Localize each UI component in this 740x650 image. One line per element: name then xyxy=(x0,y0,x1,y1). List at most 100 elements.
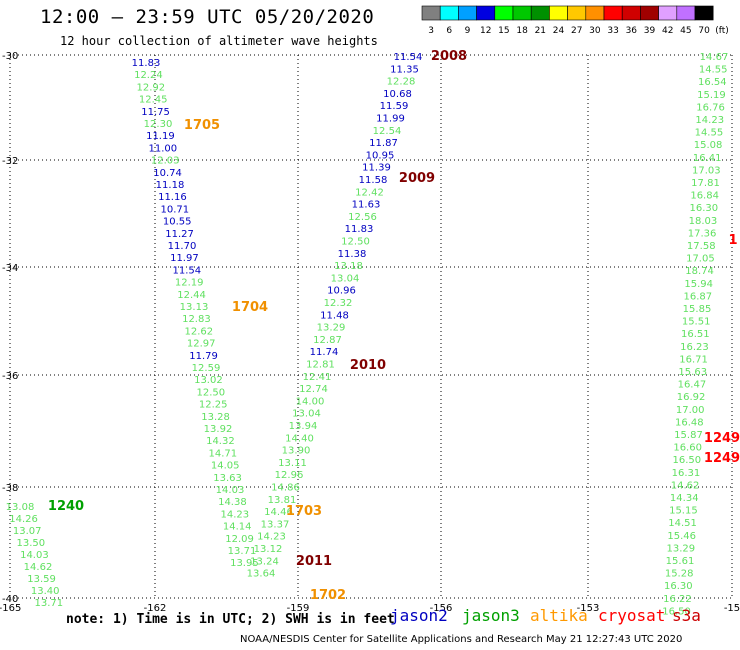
wave-height-value: 13.95 xyxy=(230,558,259,569)
time-label: 1 xyxy=(728,233,737,248)
wave-height-value: 14.03 xyxy=(216,485,245,496)
scale-label: 9 xyxy=(465,26,471,36)
wave-height-value: 16.76 xyxy=(696,102,725,113)
wave-height-value: 11.38 xyxy=(338,249,367,260)
lat-tick-label: -34 xyxy=(2,263,18,274)
color-scale: 3 6 9 12 15 18 21 24 27 30 33 36 39 42 45 70 (ft) xyxy=(421,5,729,36)
wave-height-value: 14.23 xyxy=(220,509,249,520)
wave-height-value: 13.28 xyxy=(201,412,230,423)
scale-label: 30 xyxy=(589,26,601,36)
scale-swatch xyxy=(658,5,678,21)
legend-jason3: jason3 xyxy=(462,606,520,625)
wave-height-value: 11.75 xyxy=(141,107,170,118)
wave-height-value: 14.14 xyxy=(223,522,252,533)
wave-height-value: 12.54 xyxy=(373,126,402,137)
wave-height-value: 12.24 xyxy=(134,70,163,81)
legend-cryosat: cryosat xyxy=(598,606,666,625)
time-label: 1704 xyxy=(232,300,268,315)
lat-tick-label: -36 xyxy=(2,371,18,382)
wave-height-value: 13.40 xyxy=(31,586,60,597)
wave-height-value: 13.18 xyxy=(334,261,363,272)
wave-height-value: 10.55 xyxy=(163,217,192,228)
wave-height-value: 15.28 xyxy=(665,569,694,580)
wave-height-value: 13.29 xyxy=(667,543,696,554)
wave-height-value: 16.48 xyxy=(675,417,704,428)
wave-height-value: 12.92 xyxy=(136,82,165,93)
wave-height-value: 16.50 xyxy=(662,606,691,617)
wave-height-value: 13.02 xyxy=(194,375,223,386)
lat-tick-label: -40 xyxy=(2,594,18,605)
wave-height-value: 16.54 xyxy=(698,77,727,88)
scale-swatch xyxy=(676,5,696,21)
scale-swatch xyxy=(494,5,514,21)
scale-label: 6 xyxy=(446,26,452,36)
scale-label: 42 xyxy=(662,26,673,36)
wave-height-value: 11.59 xyxy=(380,101,409,112)
wave-height-value: 16.87 xyxy=(684,291,713,302)
scale-swatch xyxy=(530,5,550,21)
wave-height-value: 11.99 xyxy=(376,114,405,125)
wave-height-value: 11.18 xyxy=(156,180,185,191)
wave-height-value: 14.40 xyxy=(285,433,314,444)
wave-height-value: 13.71 xyxy=(228,546,257,557)
scale-swatch xyxy=(621,5,641,21)
wave-height-value: 14.46 xyxy=(264,507,293,518)
wave-height-value: 14.62 xyxy=(24,562,53,573)
wave-height-value: 13.08 xyxy=(6,502,35,513)
wave-height-value: 16.60 xyxy=(673,443,702,454)
wave-height-value: 13.50 xyxy=(16,538,45,549)
time-label: 1249 xyxy=(704,451,740,466)
wave-height-value: 15.63 xyxy=(678,367,707,378)
wave-height-value: 17.00 xyxy=(676,405,705,416)
scale-label: 33 xyxy=(607,26,618,36)
wave-height-value: 14.23 xyxy=(695,115,724,126)
note-text: note: 1) Time is in UTC; 2) SWH is in fe… xyxy=(66,612,395,627)
legend-jason2: jason2 xyxy=(390,606,448,625)
time-label: 2011 xyxy=(296,554,332,569)
time-label: 1249 xyxy=(704,431,740,446)
wave-height-value: 12.59 xyxy=(192,363,221,374)
wave-height-value: 15.85 xyxy=(683,304,712,315)
scale-label: 45 xyxy=(680,26,691,36)
wave-height-value: 16.84 xyxy=(690,191,719,202)
lon-tick-label: -153 xyxy=(577,603,600,614)
lat-tick-label: -32 xyxy=(2,156,18,167)
wave-height-value: 11.54 xyxy=(172,265,201,276)
wave-height-value: 11.35 xyxy=(390,64,419,75)
wave-height-value: 12.42 xyxy=(355,187,384,198)
wave-height-value: 11.27 xyxy=(165,229,194,240)
wave-height-value: 11.87 xyxy=(369,138,398,149)
wave-height-value: 14.86 xyxy=(271,483,300,494)
wave-height-value: 12.19 xyxy=(175,278,204,289)
wave-height-value: 16.31 xyxy=(672,468,701,479)
wave-height-value: 11.16 xyxy=(158,192,187,203)
lon-tick-label: -165 xyxy=(0,603,21,614)
wave-height-value: 13.59 xyxy=(27,574,56,585)
axis-labels: -165 -162 -159 -156 -153 -15 -30 -32 -34 -36 -38 -4… xyxy=(0,51,740,614)
scale-label: 24 xyxy=(553,26,565,36)
page-title: 12:00 – 23:59 UTC 05/20/2020 xyxy=(40,6,375,28)
wave-height-value: 16.30 xyxy=(689,203,718,214)
wave-height-value: 13.12 xyxy=(254,544,283,555)
lat-tick-label: -38 xyxy=(2,483,18,494)
wave-height-value: 13.92 xyxy=(204,424,233,435)
time-label: 2010 xyxy=(350,358,386,373)
wave-height-value: 14.55 xyxy=(699,65,728,76)
wave-height-value: 15.15 xyxy=(669,506,698,517)
wave-height-value: 14.55 xyxy=(695,128,724,139)
wave-height-value: 12.97 xyxy=(187,339,216,350)
wave-height-value: 13.11 xyxy=(278,458,307,469)
time-label: 2008 xyxy=(431,49,467,64)
wave-height-value: 17.03 xyxy=(692,165,721,176)
wave-height-value: 10.74 xyxy=(153,168,182,179)
wave-height-value: 11.74 xyxy=(310,347,339,358)
wave-height-value: 12.32 xyxy=(324,298,353,309)
wave-height-value: 17.81 xyxy=(691,178,720,189)
wave-height-value: 14.03 xyxy=(20,550,49,561)
map-grid xyxy=(9,54,733,599)
scale-label: 70 xyxy=(698,26,710,36)
wave-height-value: 12.74 xyxy=(299,384,328,395)
scale-swatch xyxy=(476,5,496,21)
